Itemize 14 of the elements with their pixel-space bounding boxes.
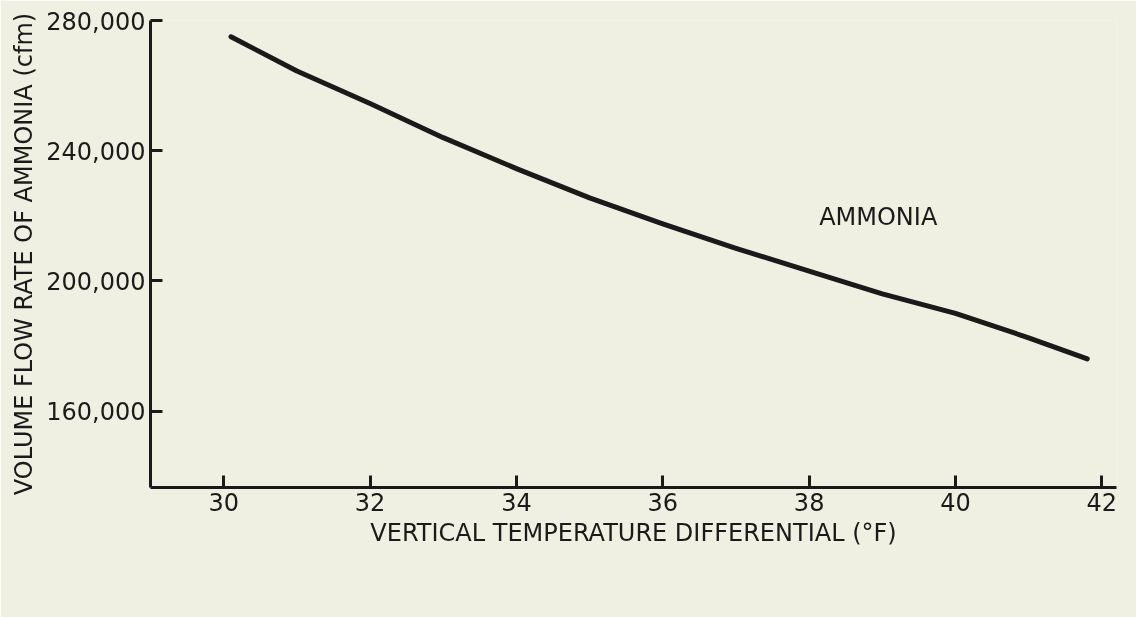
x-tick-label: 38 (793, 488, 825, 517)
x-tick-label: 34 (501, 488, 532, 517)
x-tick-label: 30 (208, 488, 239, 517)
y-tick-label: 240,000 (46, 137, 146, 166)
series-label: AMMONIA (819, 203, 938, 232)
y-tick-label: 160,000 (46, 398, 146, 427)
y-axis-title: VOLUME FLOW RATE OF AMMONIA (cfm) (10, 12, 39, 496)
x-tick-label: 40 (940, 488, 971, 517)
x-tick-label: 32 (354, 488, 386, 517)
y-tick-label: 280,000 (46, 7, 146, 36)
y-tick-label: 200,000 (46, 267, 146, 296)
x-tick-label: 42 (1086, 488, 1118, 517)
x-tick-label: 36 (647, 488, 679, 517)
x-axis-title: VERTICAL TEMPERATURE DIFFERENTIAL (°F) (370, 518, 897, 547)
